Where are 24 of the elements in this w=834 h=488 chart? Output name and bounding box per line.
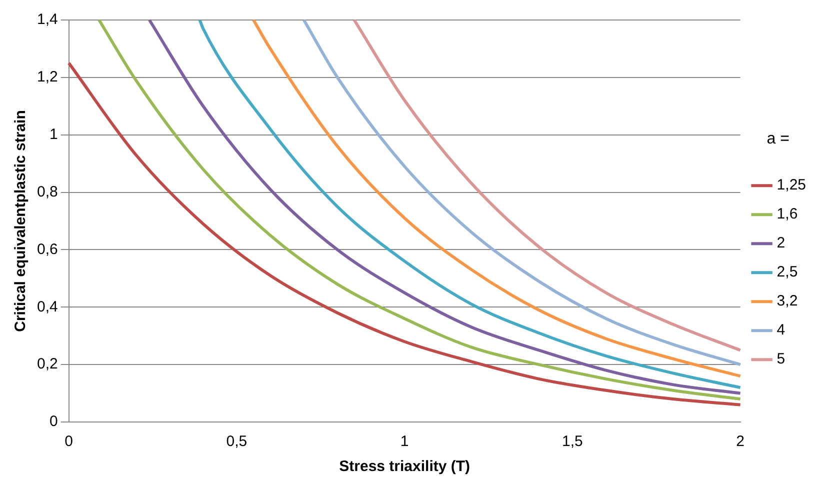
legend-label: 1,6 <box>776 206 798 223</box>
y-tick-label: 1 <box>50 126 58 143</box>
y-tick-label: 0 <box>50 413 58 430</box>
y-tick-label: 0,8 <box>36 183 58 200</box>
y-tick-label: 0,4 <box>36 298 58 316</box>
legend-title: a = <box>766 130 790 148</box>
line-series <box>352 18 742 352</box>
x-tick-label: 0,5 <box>226 433 248 450</box>
y-tick-label: 0,6 <box>36 240 58 258</box>
x-tick-label: 2 <box>736 433 744 450</box>
legend-label: 1,25 <box>776 176 806 194</box>
y-tick-label: 1,4 <box>36 11 58 28</box>
legend-label: 4 <box>776 322 786 339</box>
legend-label: 2 <box>776 234 786 252</box>
y-axis-title: Critical equivalentplastic strain <box>12 110 30 332</box>
x-tick-label: 1 <box>400 433 409 450</box>
x-tick-label: 1,5 <box>562 433 583 450</box>
legend-label: 5 <box>776 350 786 368</box>
legend-label: 2,5 <box>776 264 798 281</box>
x-axis-title: Stress triaxility (T) <box>339 458 470 476</box>
y-tick-label: 0,2 <box>36 356 58 373</box>
x-tick-label: 0 <box>64 433 74 450</box>
y-tick-label: 1,2 <box>36 68 58 86</box>
legend-label: 3,2 <box>776 292 798 310</box>
